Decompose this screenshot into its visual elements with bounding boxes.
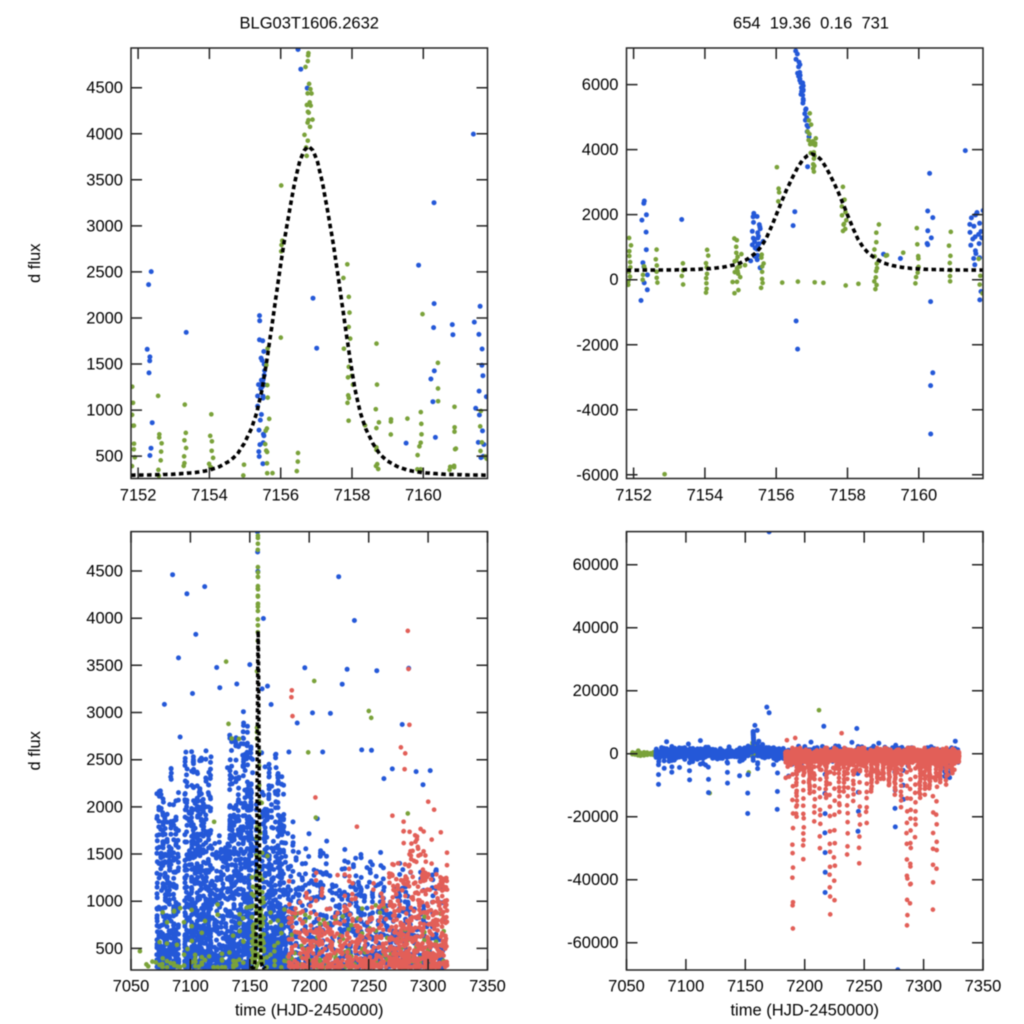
svg-text:1000: 1000	[86, 893, 123, 911]
svg-text:6000: 6000	[582, 76, 619, 94]
svg-text:-20000: -20000	[567, 808, 618, 826]
svg-text:7160: 7160	[900, 487, 937, 505]
svg-text:7154: 7154	[687, 487, 724, 505]
svg-text:7152: 7152	[615, 487, 652, 505]
svg-text:d flux: d flux	[26, 243, 44, 283]
svg-text:2500: 2500	[86, 263, 123, 281]
svg-text:7250: 7250	[350, 978, 387, 996]
svg-text:4500: 4500	[86, 79, 123, 97]
svg-text:7350: 7350	[965, 978, 1002, 996]
svg-text:7350: 7350	[469, 978, 506, 996]
svg-text:7200: 7200	[291, 978, 328, 996]
svg-text:7158: 7158	[334, 487, 371, 505]
svg-text:-40000: -40000	[567, 871, 618, 889]
svg-text:time (HJD-2450000): time (HJD-2450000)	[730, 1002, 879, 1020]
svg-text:2000: 2000	[582, 206, 619, 224]
svg-text:7150: 7150	[231, 978, 268, 996]
svg-text:1500: 1500	[86, 356, 123, 374]
svg-text:3000: 3000	[86, 217, 123, 235]
svg-text:1000: 1000	[86, 402, 123, 420]
svg-text:0: 0	[609, 271, 618, 289]
svg-text:-4000: -4000	[576, 401, 618, 419]
svg-text:2000: 2000	[86, 309, 123, 327]
svg-text:4000: 4000	[86, 125, 123, 143]
svg-text:7150: 7150	[727, 978, 764, 996]
svg-text:7300: 7300	[905, 978, 942, 996]
svg-text:BLG03T1606.2632: BLG03T1606.2632	[240, 15, 379, 33]
svg-text:2500: 2500	[86, 751, 123, 769]
svg-text:2000: 2000	[86, 798, 123, 816]
svg-text:7152: 7152	[120, 487, 157, 505]
svg-text:60000: 60000	[573, 556, 619, 574]
svg-text:4000: 4000	[86, 610, 123, 628]
svg-text:1500: 1500	[86, 846, 123, 864]
svg-text:-6000: -6000	[576, 466, 618, 484]
svg-text:654 19.36 0.16 731: 654 19.36 0.16 731	[733, 15, 889, 33]
svg-text:4000: 4000	[582, 141, 619, 159]
svg-text:7100: 7100	[668, 978, 705, 996]
svg-text:7100: 7100	[172, 978, 209, 996]
svg-text:7160: 7160	[405, 487, 442, 505]
svg-text:7250: 7250	[846, 978, 883, 996]
svg-text:7050: 7050	[608, 978, 645, 996]
svg-text:0: 0	[609, 745, 618, 763]
svg-text:3500: 3500	[86, 657, 123, 675]
svg-text:7050: 7050	[113, 978, 150, 996]
svg-text:3000: 3000	[86, 704, 123, 722]
svg-text:7300: 7300	[410, 978, 447, 996]
svg-text:4500: 4500	[86, 563, 123, 581]
svg-text:d flux: d flux	[26, 730, 44, 770]
svg-text:500: 500	[95, 940, 123, 958]
svg-text:-60000: -60000	[567, 934, 618, 952]
svg-text:3500: 3500	[86, 171, 123, 189]
svg-text:7156: 7156	[758, 487, 795, 505]
svg-text:7154: 7154	[191, 487, 228, 505]
svg-text:time (HJD-2450000): time (HJD-2450000)	[235, 1002, 384, 1020]
svg-text:7156: 7156	[262, 487, 299, 505]
svg-text:40000: 40000	[573, 619, 619, 637]
svg-text:7200: 7200	[786, 978, 823, 996]
svg-text:-2000: -2000	[576, 336, 618, 354]
svg-text:500: 500	[95, 448, 123, 466]
svg-text:20000: 20000	[573, 682, 619, 700]
svg-text:7158: 7158	[829, 487, 866, 505]
